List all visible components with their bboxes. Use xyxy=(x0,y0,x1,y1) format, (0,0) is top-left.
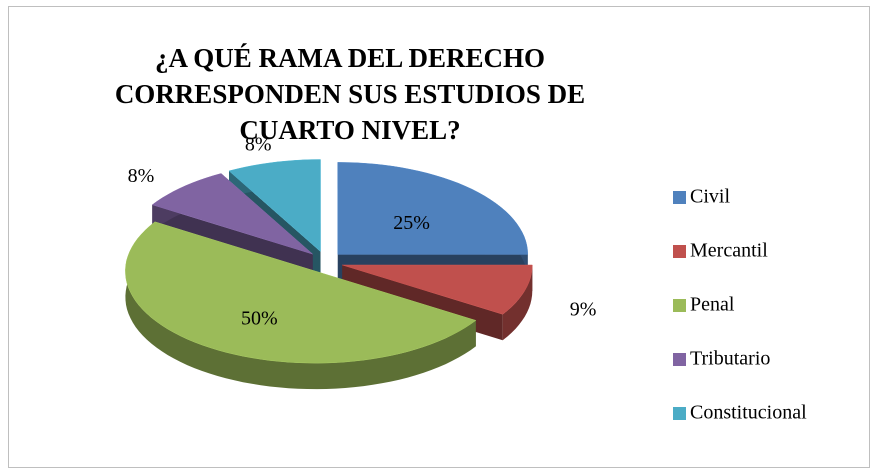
data-label: 25% xyxy=(393,212,430,234)
pie-slice xyxy=(125,221,477,390)
legend-label: Civil xyxy=(690,186,730,208)
legend-label: Constitucional xyxy=(690,402,807,424)
legend-label: Mercantil xyxy=(690,240,768,262)
data-label: 8% xyxy=(128,165,155,187)
chart-frame xyxy=(8,6,870,468)
legend-swatch xyxy=(673,299,686,312)
slice-top xyxy=(228,159,321,253)
data-label: 8% xyxy=(245,134,272,156)
slice-top xyxy=(342,264,533,315)
chart-title: ¿A QUÉ RAMA DEL DERECHO CORRESPONDEN SUS… xyxy=(114,43,586,145)
pie-slice xyxy=(337,162,528,281)
slice-top xyxy=(337,162,528,255)
legend-swatch xyxy=(673,353,686,366)
data-label: 9% xyxy=(570,298,597,320)
data-label: 50% xyxy=(241,307,278,329)
legend-swatch xyxy=(673,191,686,204)
legend-swatch xyxy=(673,407,686,420)
slice-side xyxy=(502,265,533,341)
slice-top xyxy=(151,173,313,255)
legend-swatch xyxy=(673,245,686,258)
slice-top xyxy=(125,221,477,364)
legend-label: Penal xyxy=(690,294,735,316)
legend-label: Tributario xyxy=(690,348,770,370)
